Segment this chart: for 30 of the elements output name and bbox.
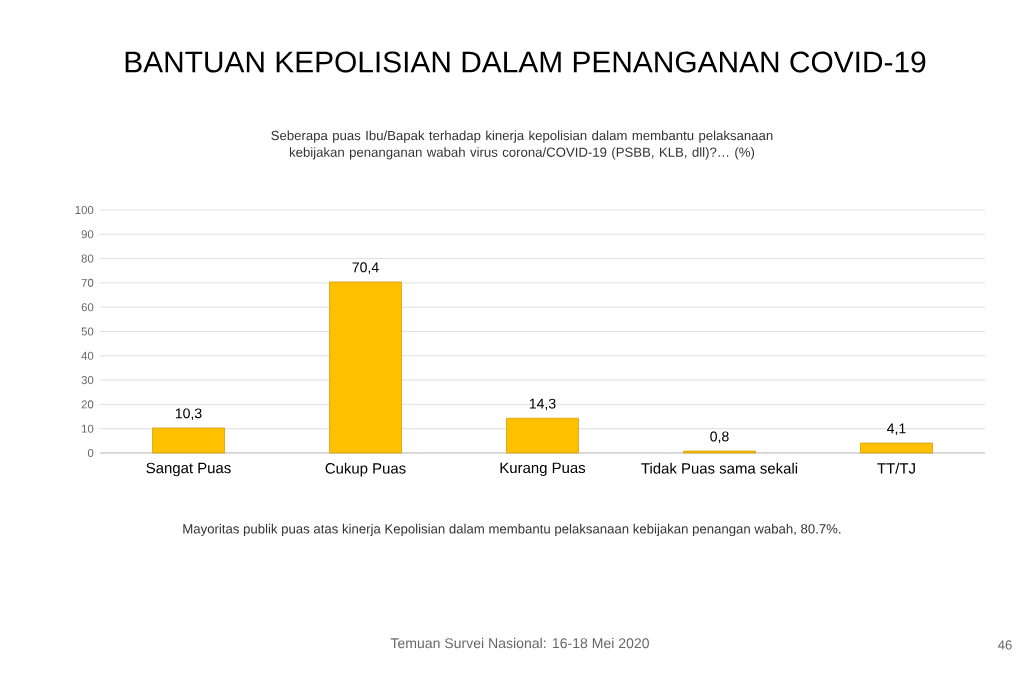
x-tick-label: Kurang Puas xyxy=(500,462,586,477)
x-tick-label: Tidak Puas sama sekali xyxy=(641,462,798,474)
bar xyxy=(152,427,225,454)
y-tick-label: 20 xyxy=(81,400,94,409)
y-tick-label: 80 xyxy=(81,254,94,263)
x-tick-label: TT/TJ xyxy=(877,462,915,474)
data-label: 10,3 xyxy=(175,408,202,420)
data-label: 70,4 xyxy=(352,262,379,274)
text: 46 xyxy=(997,640,1012,650)
chart-subtitle: Seberapa puas Ibu/Bapak terhadap kinerja kepolisian dalam membantu pelaksanaan kebijakan penanganan wabah virus corona/COVID-19 (PSBB, KLB, dll)?… (%) xyxy=(271,130,773,160)
data-label: 4,1 xyxy=(887,423,906,436)
y-tick-label: 50 xyxy=(81,327,94,336)
text: Temuan Survei Nasional: 16-18 Mei 2020 xyxy=(390,637,649,649)
bar xyxy=(329,281,402,454)
bar xyxy=(506,417,579,454)
text: Mayoritas publik puas atas kinerja Kepolisian dalam membantu pelaksanaan kebijakan penangan wabah, 80.7%. xyxy=(183,523,841,537)
y-tick-label: 60 xyxy=(81,303,94,312)
y-tick-label: 90 xyxy=(81,230,94,239)
y-tick-label: 70 xyxy=(81,278,94,287)
y-tick-label: 10 xyxy=(81,424,94,433)
bar xyxy=(860,442,933,454)
y-tick-label: 100 xyxy=(75,205,94,215)
y-tick-label: 30 xyxy=(81,376,94,385)
x-tick-label: Sangat Puas xyxy=(146,462,231,477)
y-tick-label: 40 xyxy=(81,351,94,360)
y-tick-label: 0 xyxy=(87,448,94,458)
data-label: 0,8 xyxy=(710,431,729,444)
x-tick-label: Cukup Puas xyxy=(325,462,406,477)
chart-title: BANTUAN KEPOLISIAN DALAM PENANGANAN COVID-19 xyxy=(125,51,926,73)
data-label: 14,3 xyxy=(529,398,556,411)
